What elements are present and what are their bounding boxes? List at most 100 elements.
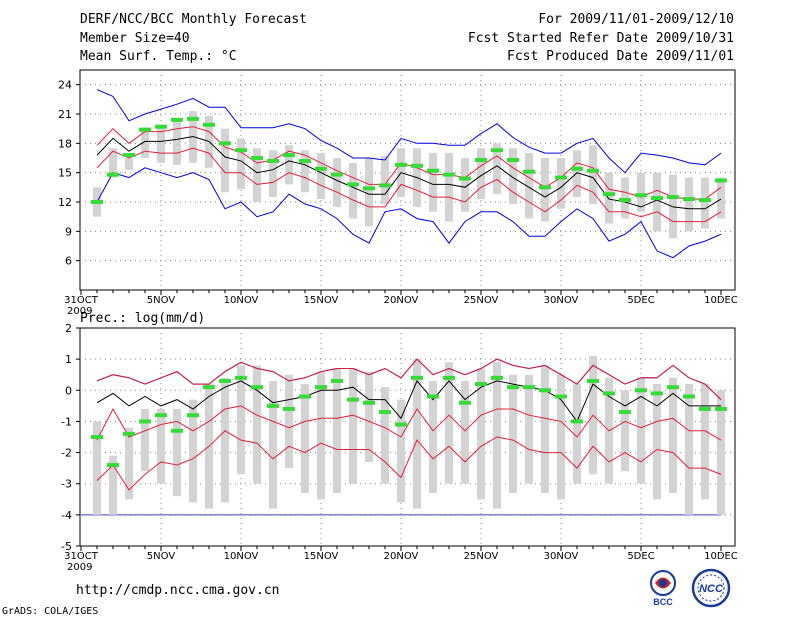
x-tick-label: 25NOV: [464, 295, 499, 306]
obs-marker: [395, 162, 407, 167]
ensemble-box: [589, 145, 597, 204]
obs-marker: [251, 385, 263, 390]
ensemble-box: [557, 158, 565, 209]
obs-marker: [219, 378, 231, 383]
obs-marker: [523, 385, 535, 390]
obs-marker: [619, 198, 631, 203]
obs-marker: [155, 124, 167, 129]
ensemble-box: [573, 150, 581, 198]
ensemble-box: [477, 148, 485, 200]
ensemble-box: [717, 177, 725, 219]
ensemble-box: [221, 377, 229, 503]
temperature-panel: 6 9 12 15 18 21 24 31OCT 5NOV 10NOV 15NOV 20NOV 25NO…: [58, 69, 738, 317]
ensemble-box: [237, 138, 245, 190]
ensemble-box: [637, 172, 645, 212]
obs-marker: [619, 410, 631, 415]
x-tick-label: 10DEC: [704, 551, 738, 562]
x-tick-label: 5NOV: [147, 295, 176, 306]
obs-marker: [587, 378, 599, 383]
chart-title: DERF/NCC/BCC Monthly Forecast: [80, 12, 307, 27]
y-tick-label: 0: [65, 384, 72, 397]
ensemble-box: [429, 153, 437, 212]
obs-marker: [411, 375, 423, 380]
obs-marker: [299, 158, 311, 163]
ensemble-box: [333, 158, 341, 207]
obs-marker: [651, 391, 663, 396]
obs-marker: [379, 183, 391, 188]
website-url[interactable]: http://cmdp.ncc.cma.gov.cn: [76, 583, 280, 598]
obs-marker: [443, 375, 455, 380]
obs-marker: [651, 196, 663, 201]
obs-marker: [475, 382, 487, 387]
x-tick-label: 15NOV: [304, 551, 339, 562]
ensemble-mean-line: [96, 379, 721, 423]
obs-marker: [235, 148, 247, 153]
ensemble-box: [509, 374, 517, 494]
ensemble-box: [525, 374, 533, 484]
forecast-period: For 2009/11/01-2009/12/10: [538, 12, 734, 27]
obs-marker: [523, 169, 535, 174]
obs-marker: [219, 141, 231, 146]
ensemble-box: [253, 365, 261, 484]
x-tick-label: 25NOV: [464, 551, 499, 562]
y-tick-label: 1: [65, 353, 72, 366]
obs-marker: [635, 193, 647, 198]
obs-marker: [283, 406, 295, 411]
ensemble-box: [269, 150, 277, 198]
obs-marker: [283, 153, 295, 158]
ensemble-box: [413, 359, 421, 509]
ensemble-box: [621, 390, 629, 472]
obs-marker: [715, 178, 727, 183]
obs-marker: [107, 172, 119, 177]
lower-sd-line: [96, 405, 722, 441]
ensemble-box: [349, 162, 357, 219]
ensemble-box: [669, 377, 677, 494]
ncc-logo: NCC: [691, 568, 731, 608]
ensemble-box: [381, 156, 389, 204]
y-tick-label: 21: [58, 108, 72, 121]
max-line: [96, 89, 722, 174]
obs-marker: [91, 435, 103, 439]
obs-marker: [443, 172, 455, 177]
obs-marker: [411, 163, 423, 168]
obs-marker: [347, 182, 359, 187]
x-tick-label: 15NOV: [304, 295, 339, 306]
min-line: [96, 167, 722, 259]
x-tick-label: 20NOV: [384, 551, 419, 562]
ensemble-box: [365, 158, 373, 227]
ensemble-box: [397, 399, 405, 503]
y-tick-label: -5: [61, 540, 72, 553]
x-tick-label: 30NOV: [544, 551, 579, 562]
ensemble-box: [701, 384, 709, 500]
y-tick-label: -1: [61, 415, 72, 428]
ensemble-box: [109, 148, 117, 178]
y-tick-label: 9: [65, 225, 72, 238]
obs-marker: [395, 422, 407, 427]
obs-marker: [603, 391, 615, 396]
obs-marker: [539, 388, 551, 393]
y-tick-label: 6: [65, 255, 72, 268]
x-tick-label: 10NOV: [224, 295, 259, 306]
obs-marker: [667, 385, 679, 390]
obs-marker: [587, 168, 599, 173]
obs-marker: [331, 172, 343, 177]
obs-marker: [347, 397, 359, 402]
precipitation-panel: -5 -4 -3 -2 -1 0 1 2 31OCT 5NOV 10NOV 15NOV 20NOV 25N…: [61, 322, 738, 573]
ensemble-box: [125, 427, 133, 500]
obs-marker: [171, 117, 183, 122]
ensemble-box: [157, 408, 165, 484]
ensemble-box: [541, 158, 549, 222]
obs-marker: [123, 153, 135, 158]
obs-marker: [459, 176, 471, 181]
obs-marker: [603, 192, 615, 197]
obs-marker: [683, 394, 695, 399]
ensemble-box: [109, 455, 117, 515]
ensemble-box: [653, 172, 661, 232]
ensemble-box: [493, 143, 501, 195]
ensemble-box: [445, 362, 453, 484]
ensemble-mean-line: [96, 135, 722, 210]
ensemble-box: [333, 368, 341, 494]
ensemble-box: [173, 408, 181, 497]
obs-marker: [507, 157, 519, 162]
